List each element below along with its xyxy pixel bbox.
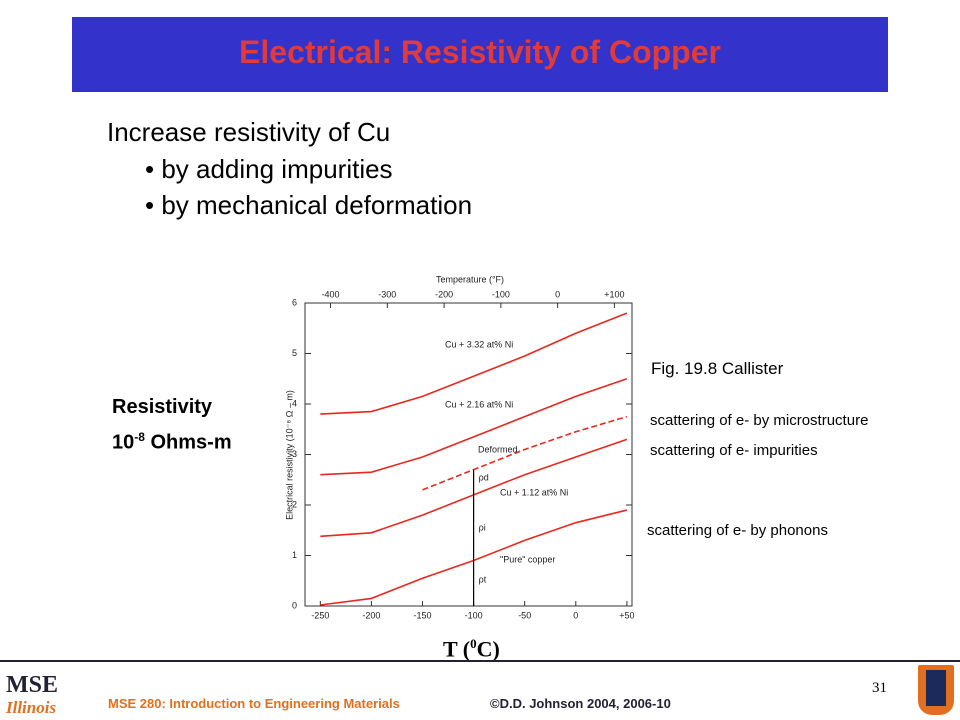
footer-rule	[0, 660, 960, 662]
y-label-unit: Ohms-m	[144, 431, 232, 454]
bullet: • by mechanical deformation	[145, 190, 473, 220]
y-label-word: Resistivity	[112, 396, 213, 418]
intro: Increase resistivity of Cu	[107, 117, 391, 147]
y-label: Resistivity 10-8 Ohms-m	[112, 392, 232, 458]
series-line	[422, 415, 628, 491]
top-tick-label: -100	[492, 289, 510, 299]
top-axis-label: Temperature (°F)	[436, 274, 504, 284]
x-tick-label: -200	[362, 610, 380, 620]
rho-label: ρt	[479, 574, 487, 584]
x-tick-label: 0	[573, 610, 578, 620]
y-tick-label: 6	[292, 297, 297, 307]
copyright: ©D.D. Johnson 2004, 2006-10	[490, 696, 671, 711]
series-label: Cu + 2.16 at% Ni	[445, 399, 513, 409]
series-label: Deformed	[478, 444, 518, 454]
y-label-base: 10	[112, 431, 135, 454]
x-label-sup: 0	[470, 636, 477, 651]
shield-inner	[926, 670, 946, 706]
rho-label: ρi	[479, 522, 486, 532]
rho-label: ρd	[479, 472, 489, 482]
series-label: Cu + 3.32 at% Ni	[445, 339, 513, 349]
series-label: "Pure" copper	[500, 554, 555, 564]
y-tick-label: 4	[292, 398, 297, 408]
bullet-text: by mechanical deformation	[161, 190, 473, 220]
top-tick-label: -200	[435, 289, 453, 299]
bullet: • by adding impurities	[145, 154, 393, 184]
x-label-pre: T (	[443, 636, 471, 662]
top-tick-label: -300	[378, 289, 396, 299]
series-line	[320, 377, 628, 476]
x-tick-label: -250	[311, 610, 329, 620]
series-line	[320, 312, 628, 415]
course: MSE 280: Introduction to Engineering Mat…	[108, 696, 400, 711]
x-tick-label: -100	[465, 610, 483, 620]
top-tick-label: 0	[555, 289, 560, 299]
y-axis-label: Electrical resistivity (10⁻⁸ Ω – m)	[284, 390, 294, 520]
logo-bottom: Illinois	[6, 698, 57, 717]
top-tick-label: -400	[322, 289, 340, 299]
x-tick-label: -50	[518, 610, 531, 620]
y-tick-label: 1	[292, 550, 297, 560]
note: scattering of e- by phonons	[647, 522, 828, 539]
y-tick-label: 3	[292, 449, 297, 459]
logo-top: MSE	[6, 672, 59, 698]
x-label-post: C)	[476, 636, 500, 662]
title-bar	[72, 17, 888, 92]
y-label-exp: -8	[134, 430, 145, 444]
y-tick-label: 5	[292, 348, 297, 358]
x-label: T (0C)	[443, 636, 500, 662]
note: scattering of e- impurities	[650, 442, 818, 459]
x-tick-label: -150	[414, 610, 432, 620]
note: scattering of e- by microstructure	[650, 412, 869, 429]
fig-ref: Fig. 19.8 Callister	[651, 359, 784, 378]
series-label: Cu + 1.12 at% Ni	[500, 487, 568, 497]
top-tick-label: +100	[604, 289, 624, 299]
title: Electrical: Resistivity of Copper	[239, 34, 721, 70]
page-number: 31	[872, 680, 887, 696]
bullet-text: by adding impurities	[161, 154, 393, 184]
y-tick-label: 0	[292, 600, 297, 610]
x-tick-label: +50	[619, 610, 634, 620]
y-tick-label: 2	[292, 499, 297, 509]
